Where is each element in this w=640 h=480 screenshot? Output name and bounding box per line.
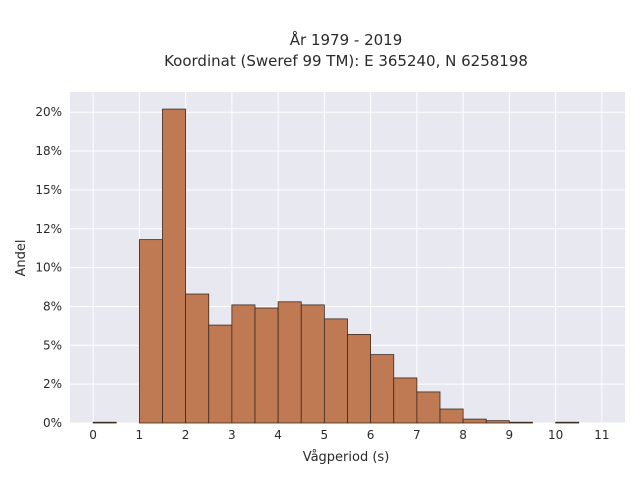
histogram-bar [462,418,487,424]
y-tick-label: 15% [35,183,62,197]
x-tick-label: 1 [136,428,144,442]
x-tick-label: 10 [548,428,563,442]
histogram-bar [323,318,348,424]
y-axis-ticks: 0% 2% 5% 8% 10% 12% 15% 18% 20% [35,105,62,430]
bars [92,108,580,424]
x-tick-label: 2 [182,428,190,442]
x-tick-label: 5 [321,428,329,442]
histogram-bar [138,239,163,424]
histogram-bar [162,108,187,424]
x-tick-label: 3 [228,428,236,442]
histogram-bar [185,293,210,424]
y-tick-label: 2% [43,377,62,391]
y-tick-label: 18% [35,144,62,158]
x-tick-label: 6 [367,428,375,442]
y-tick-label: 5% [43,338,62,352]
histogram-bar [508,421,533,424]
histogram-bar [300,304,325,424]
histogram-bar [231,304,256,424]
histogram-bar [485,420,510,424]
histogram-bar [208,324,233,424]
x-tick-label: 7 [413,428,421,442]
y-tick-label: 12% [35,222,62,236]
histogram-bar [254,307,279,424]
y-tick-label: 20% [35,105,62,119]
histogram-bar [416,391,441,424]
x-tick-label: 11 [594,428,609,442]
y-axis-label: Andel [14,240,29,277]
histogram-bar [393,377,418,424]
x-axis-ticks: 0 1 2 3 4 5 6 7 8 9 10 11 [89,428,609,442]
x-tick-label: 4 [274,428,282,442]
y-tick-label: 10% [35,261,62,275]
y-tick-label: 0% [43,416,62,430]
histogram-bar [277,301,302,424]
x-axis-label: Vågperiod (s) [303,450,390,465]
chart-subtitle: Koordinat (Sweref 99 TM): E 365240, N 62… [164,52,528,70]
x-tick-label: 9 [506,428,514,442]
histogram-bar [439,408,464,424]
y-tick-label: 8% [43,299,62,313]
x-tick-label: 0 [89,428,97,442]
histogram-bar [347,334,372,424]
histogram-bar [92,421,117,424]
histogram-bar [370,354,395,424]
x-tick-label: 8 [459,428,467,442]
histogram-bar [555,421,580,424]
chart-title: År 1979 - 2019 [290,30,403,49]
